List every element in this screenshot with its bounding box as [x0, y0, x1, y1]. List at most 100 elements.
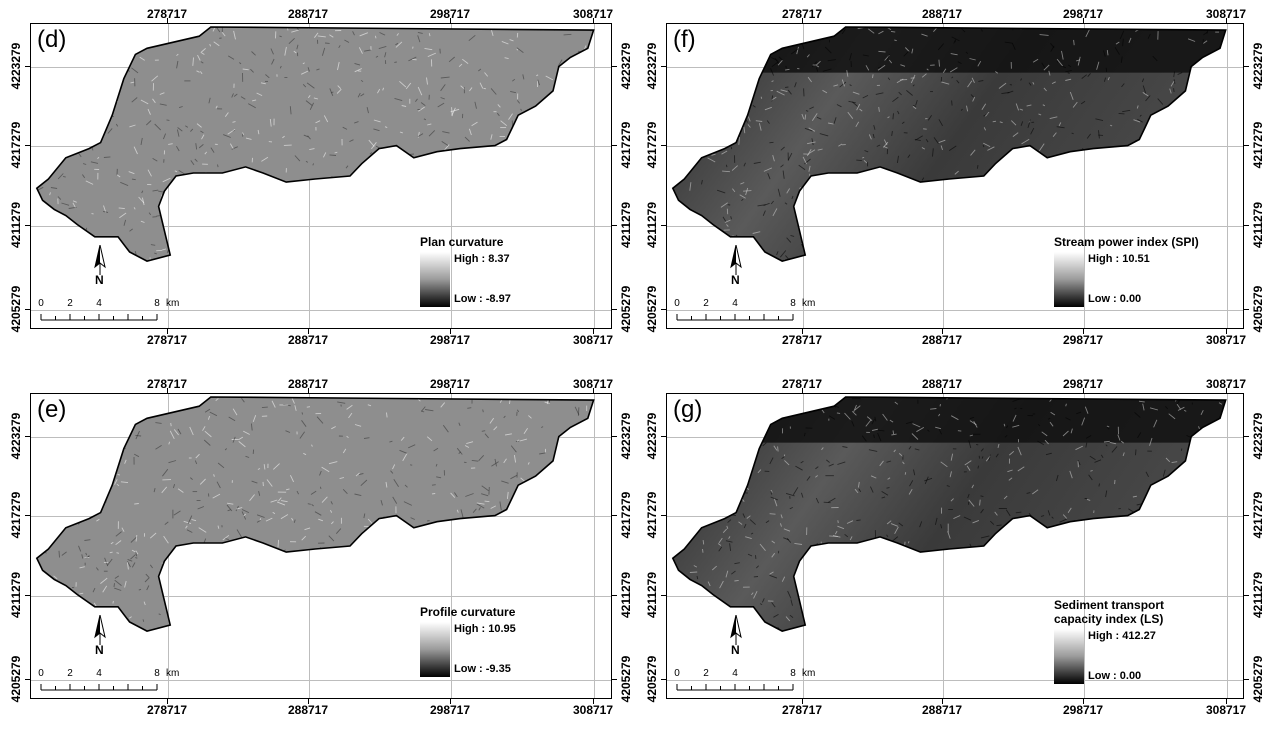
north-label: N — [731, 273, 740, 287]
x-tick-label: 298717 — [429, 377, 471, 391]
x-tick-label: 278717 — [781, 703, 823, 717]
study-area — [672, 397, 1226, 632]
y-tick-label: 4205279 — [645, 655, 659, 703]
tick-mark — [450, 388, 451, 393]
tick-mark — [25, 595, 30, 596]
tick-mark — [1083, 18, 1084, 23]
legend-title: Plan curvature — [420, 235, 504, 249]
legend-low-value: Low : -8.97 — [454, 293, 511, 305]
grid-line — [667, 596, 1243, 597]
study-area — [36, 397, 594, 632]
grid-line — [1084, 24, 1085, 328]
grid-line — [31, 680, 611, 681]
legend-color-ramp — [1054, 629, 1084, 684]
tick-mark — [802, 18, 803, 23]
y-tick-label: 4223279 — [645, 412, 659, 460]
y-tick-label: 4223279 — [1251, 412, 1265, 460]
y-tick-label: 4211279 — [619, 201, 633, 249]
y-tick-label: 4217279 — [645, 491, 659, 539]
x-tick-label: 288717 — [921, 703, 963, 717]
tick-mark — [942, 388, 943, 393]
panel-label: (f) — [673, 26, 696, 53]
tick-mark — [1244, 679, 1249, 680]
y-tick-label: 4211279 — [9, 571, 23, 619]
scale-bar-unit: km — [802, 668, 816, 679]
north-arrow-icon — [730, 245, 742, 275]
tick-mark — [593, 329, 594, 334]
tick-mark — [1226, 699, 1227, 704]
legend-high-value: High : 10.51 — [1088, 253, 1150, 265]
tick-mark — [1226, 388, 1227, 393]
scale-bar-label: 8 — [154, 298, 160, 309]
x-tick-label: 308717 — [1205, 333, 1247, 347]
tick-mark — [1244, 436, 1249, 437]
tick-mark — [661, 436, 666, 437]
x-tick-label: 278717 — [146, 703, 188, 717]
y-tick-label: 4205279 — [645, 285, 659, 333]
grid-line — [594, 24, 595, 328]
x-tick-label: 298717 — [1062, 333, 1104, 347]
map-frame: (e) — [30, 393, 612, 699]
tick-mark — [612, 595, 617, 596]
scale-bar — [676, 684, 794, 691]
y-tick-label: 4223279 — [9, 412, 23, 460]
scale-bar-label: 4 — [732, 668, 738, 679]
y-tick-label: 4211279 — [645, 571, 659, 619]
tick-mark — [308, 18, 309, 23]
y-tick-label: 4223279 — [619, 42, 633, 90]
legend-color-ramp — [420, 252, 450, 307]
study-area-outline — [35, 396, 595, 632]
legend-title: Stream power index (SPI) — [1054, 235, 1199, 249]
x-tick-label: 308717 — [572, 333, 614, 347]
scale-bar-unit: km — [166, 668, 180, 679]
y-tick-label: 4217279 — [1251, 491, 1265, 539]
y-tick-label: 4223279 — [9, 42, 23, 90]
y-tick-label: 4223279 — [1251, 42, 1265, 90]
tick-mark — [25, 436, 30, 437]
scale-bar-label: 4 — [732, 298, 738, 309]
grid-line — [31, 226, 611, 227]
tick-mark — [593, 18, 594, 23]
tick-mark — [450, 329, 451, 334]
grid-line — [31, 310, 611, 311]
x-tick-label: 308717 — [572, 377, 614, 391]
tick-mark — [1083, 388, 1084, 393]
grid-line — [31, 596, 611, 597]
tick-mark — [1244, 309, 1249, 310]
tick-mark — [1244, 66, 1249, 67]
scale-bar-label: 8 — [154, 668, 160, 679]
tick-mark — [25, 515, 30, 516]
tick-mark — [167, 388, 168, 393]
scale-bar-label: 2 — [703, 668, 709, 679]
tick-mark — [1244, 515, 1249, 516]
study-area — [672, 27, 1226, 262]
y-tick-label: 4205279 — [619, 285, 633, 333]
x-tick-label: 298717 — [429, 7, 471, 21]
north-label: N — [95, 273, 104, 287]
tick-mark — [308, 699, 309, 704]
x-tick-label: 278717 — [146, 377, 188, 391]
tick-mark — [593, 388, 594, 393]
panel-label: (d) — [37, 26, 67, 53]
grid-line — [451, 394, 452, 698]
tick-mark — [661, 309, 666, 310]
x-tick-label: 278717 — [781, 7, 823, 21]
north-arrow-icon — [94, 615, 106, 645]
tick-mark — [612, 145, 617, 146]
tick-mark — [1083, 699, 1084, 704]
x-tick-label: 278717 — [146, 333, 188, 347]
grid-line — [667, 310, 1243, 311]
scale-bar — [40, 314, 158, 321]
legend-low-value: Low : -9.35 — [454, 663, 511, 675]
x-tick-label: 298717 — [429, 703, 471, 717]
scale-bar-unit: km — [166, 298, 180, 309]
tick-mark — [612, 225, 617, 226]
legend-color-ramp — [1054, 252, 1084, 307]
legend-title: Profile curvature — [420, 605, 516, 619]
grid-line — [1227, 24, 1228, 328]
north-arrow-icon — [94, 245, 106, 275]
map-frame: (f) — [666, 23, 1244, 329]
y-tick-label: 4205279 — [619, 655, 633, 703]
tick-mark — [25, 145, 30, 146]
tick-mark — [612, 515, 617, 516]
